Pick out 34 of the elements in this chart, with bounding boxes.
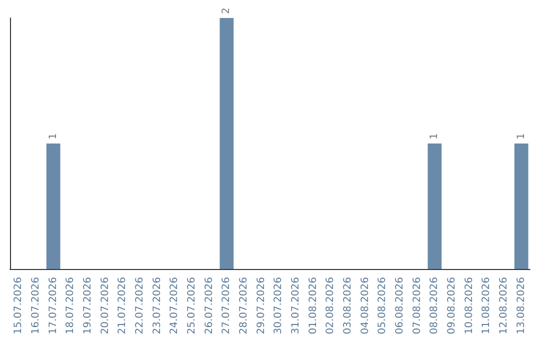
data-label: 1 (48, 133, 59, 140)
x-tick-label: 19.07.2026 (82, 277, 94, 334)
x-tick-label: 08.08.2026 (429, 277, 440, 334)
x-tick-label: 02.08.2026 (325, 277, 336, 334)
data-label: 1 (516, 133, 527, 140)
x-tick-label: 06.08.2026 (394, 277, 406, 334)
x-tick-label: 03.08.2026 (342, 277, 354, 334)
x-tick-label: 17.07.2026 (48, 277, 59, 334)
x-tick-label: 01.08.2026 (308, 277, 319, 334)
x-tick-label: 20.07.2026 (100, 277, 111, 334)
x-tick-label: 23.07.2026 (152, 277, 163, 334)
x-tick-label: 16.07.2026 (30, 277, 42, 334)
x-tick-label: 28.07.2026 (238, 277, 250, 334)
x-tick-label: 15.07.2026 (13, 277, 24, 334)
x-tick-label: 09.08.2026 (446, 277, 458, 334)
x-tick-label: 25.07.2026 (186, 277, 198, 334)
x-tick-label: 12.08.2026 (498, 277, 510, 334)
x-tick-label: 29.07.2026 (256, 277, 267, 334)
x-tick-label: 07.08.2026 (412, 277, 423, 334)
x-tick-label: 22.07.2026 (134, 277, 146, 334)
x-tick-label: 30.07.2026 (273, 277, 284, 334)
x-tick-label: 24.07.2026 (169, 277, 180, 334)
x-tick-label: 21.07.2026 (117, 277, 128, 334)
x-tick-label: 13.08.2026 (516, 277, 527, 334)
x-tick-label: 18.07.2026 (65, 277, 76, 334)
data-label: 2 (221, 8, 232, 14)
x-tick-label: 11.08.2026 (481, 277, 492, 334)
x-tick-label: 04.08.2026 (360, 277, 371, 334)
x-tick-label: 26.07.2026 (204, 277, 215, 334)
x-tick-label: 31.07.2026 (290, 277, 302, 334)
x-tick-label: 10.08.2026 (464, 277, 475, 334)
x-tick-label: 05.08.2026 (377, 277, 388, 334)
data-label: 1 (429, 133, 440, 140)
x-tick-label: 27.07.2026 (221, 277, 232, 334)
